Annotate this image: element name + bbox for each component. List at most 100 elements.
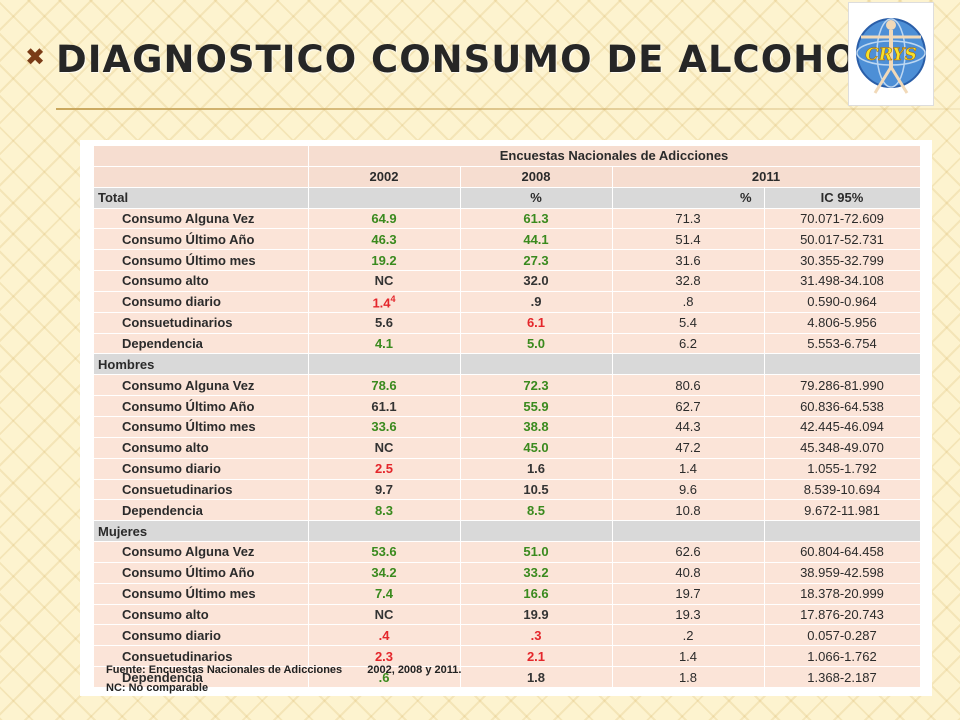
cell-ic-2011: 1.055-1.792: [764, 458, 921, 480]
cell-ic-2011: 0.590-0.964: [764, 291, 921, 313]
footer-source-years: 2002, 2008 y 2011.: [367, 664, 462, 676]
cell-2002-value: 2.5: [374, 461, 394, 477]
cell-2011: 9.6: [612, 479, 765, 501]
cell-2008: 2.1: [460, 645, 613, 668]
cell-2002: 9.7: [308, 479, 461, 501]
table-row: Consumo Alguna Vez 78.6 72.3 80.6 79.286-81.…: [94, 374, 921, 397]
cell-2002-value: 46.3: [371, 231, 397, 247]
cell-2008: 44.1: [460, 228, 613, 251]
cell-2002: .6: [308, 666, 461, 688]
cell-ic-2011: 0.057-0.287: [764, 624, 921, 647]
cell-2008: 61.3: [460, 208, 613, 230]
table-row: Dependencia 8.3 8.5 10.8 9.672-11.981: [94, 499, 921, 522]
slide-title: DIAGNOSTICO CONSUMO DE ALCOHOL: [56, 38, 883, 81]
cell-2011: 80.6: [612, 374, 765, 397]
cell-2011: 71.3: [612, 208, 765, 230]
cell-2008: 10.5: [460, 479, 613, 501]
cell-2008: 6.1: [460, 312, 613, 334]
cell-2002-value: NC: [374, 440, 394, 456]
footer-nc-note: NC: No comparable: [106, 682, 209, 694]
row-label: Consumo diario: [94, 291, 309, 313]
cell-2008: 55.9: [460, 395, 613, 417]
row-label: Consumo alto: [94, 437, 309, 459]
row-label: Consumo Último Año: [94, 395, 309, 417]
row-label: Consumo Alguna Vez: [94, 208, 309, 230]
row-label: Consumo alto: [94, 604, 309, 626]
table-row: Consumo Último Año 34.2 33.2 40.8 38.959-42.…: [94, 562, 921, 584]
cell-2011: 62.7: [612, 395, 765, 417]
cell-2002-value: 1.4: [372, 294, 391, 310]
cell-2008: .9: [460, 291, 613, 313]
cell-ic-2011: 60.836-64.538: [764, 395, 921, 417]
row-label: Consumo Último Año: [94, 562, 309, 584]
cell-ic-2011: 17.876-20.743: [764, 604, 921, 626]
cell-2008: 27.3: [460, 249, 613, 272]
cell-2008: 19.9: [460, 604, 613, 626]
header-row-survey: Encuestas Nacionales de Adicciones: [94, 146, 921, 167]
cell-2011: 62.6: [612, 541, 765, 563]
cell-2008: 38.8: [460, 416, 613, 438]
table-row: Consumo Alguna Vez 64.9 61.3 71.3 70.071-72.…: [94, 208, 921, 230]
header-blank: [94, 146, 309, 167]
cell-ic-2011: 50.017-52.731: [764, 228, 921, 251]
cell-2002-value: 78.6: [371, 377, 397, 393]
cell-2008: 16.6: [460, 583, 613, 605]
cell-2002-value: 33.6: [371, 419, 397, 435]
cell-2002: 34.2: [308, 562, 461, 584]
cell-ic-2011: 8.539-10.694: [764, 479, 921, 501]
table-row: Consumo Último mes 7.4 16.6 19.7 18.378-20.9…: [94, 583, 921, 605]
cell-ic-2011: 45.348-49.070: [764, 437, 921, 459]
section-spacer: [308, 353, 461, 376]
row-label: Consuetudinarios: [94, 479, 309, 501]
cell-2002: 46.3: [308, 228, 461, 251]
cell-2011: 6.2: [612, 333, 765, 355]
cell-2011: 44.3: [612, 416, 765, 438]
table-row: Consumo diario 1.44.9.8 0.590-0.964: [94, 291, 921, 313]
cell-2011: 5.4: [612, 312, 765, 334]
header-year-2008: 2008: [460, 166, 613, 188]
section-pct-2008: [460, 353, 613, 376]
row-label: Dependencia: [94, 666, 309, 688]
section-ic-2011: IC 95%: [764, 187, 921, 209]
table-row: Dependencia .6 1.8 1.8 1.368-2.187: [94, 666, 921, 688]
cell-2011: .2: [612, 624, 765, 647]
cell-2008: 45.0: [460, 437, 613, 459]
row-label: Consumo Último mes: [94, 583, 309, 605]
row-label: Consuetudinarios: [94, 645, 309, 668]
section-pct-2008: [460, 520, 613, 543]
row-label: Consumo Alguna Vez: [94, 541, 309, 563]
cell-2002-value: NC: [374, 606, 394, 622]
section-pct-2011: %: [612, 187, 765, 209]
section-pct-2011: [612, 353, 765, 376]
table-row: Consumo Último Año 46.3 44.1 51.4 50.017-52.…: [94, 228, 921, 251]
cell-2002: 8.3: [308, 499, 461, 522]
row-label: Dependencia: [94, 499, 309, 522]
cell-2008: .3: [460, 624, 613, 647]
section-ic-2011: [764, 353, 921, 376]
table-row: Consumo alto NC 32.0 32.8 31.498-34.108: [94, 270, 921, 292]
table-row: Consuetudinarios 5.6 6.1 5.4 4.806-5.956: [94, 312, 921, 334]
section-row: Total%% IC 95%: [94, 187, 921, 209]
cell-2002-value: 61.1: [371, 398, 397, 414]
table-row: Consumo Último mes 19.2 27.3 31.6 30.355-32.…: [94, 249, 921, 272]
cell-2008: 32.0: [460, 270, 613, 292]
table-row: Consumo alto NC 19.9 19.3 17.876-20.743: [94, 604, 921, 626]
cell-2002: 2.3: [308, 645, 461, 668]
cell-2002-value: 5.6: [374, 315, 394, 331]
row-label: Consumo diario: [94, 624, 309, 647]
x-bullet-icon: ✖: [24, 43, 46, 71]
header-year-2002: 2002: [308, 166, 461, 188]
table-row: Consumo Alguna Vez 53.6 51.0 62.6 60.804-64.…: [94, 541, 921, 563]
table-row: Consuetudinarios 9.7 10.5 9.6 8.539-10.694: [94, 479, 921, 501]
section-row: Hombres: [94, 353, 921, 376]
cell-2008: 1.6: [460, 458, 613, 480]
header-year-2011: 2011: [612, 166, 921, 188]
cell-2002: 19.2: [308, 249, 461, 272]
section-ic-2011: [764, 520, 921, 543]
table-row: Consumo alto NC 45.0 47.2 45.348-49.070: [94, 437, 921, 459]
cell-2002: 5.6: [308, 312, 461, 334]
cell-2002: NC: [308, 604, 461, 626]
cell-2011: 51.4: [612, 228, 765, 251]
cell-ic-2011: 31.498-34.108: [764, 270, 921, 292]
cell-2002-value: NC: [374, 273, 394, 289]
